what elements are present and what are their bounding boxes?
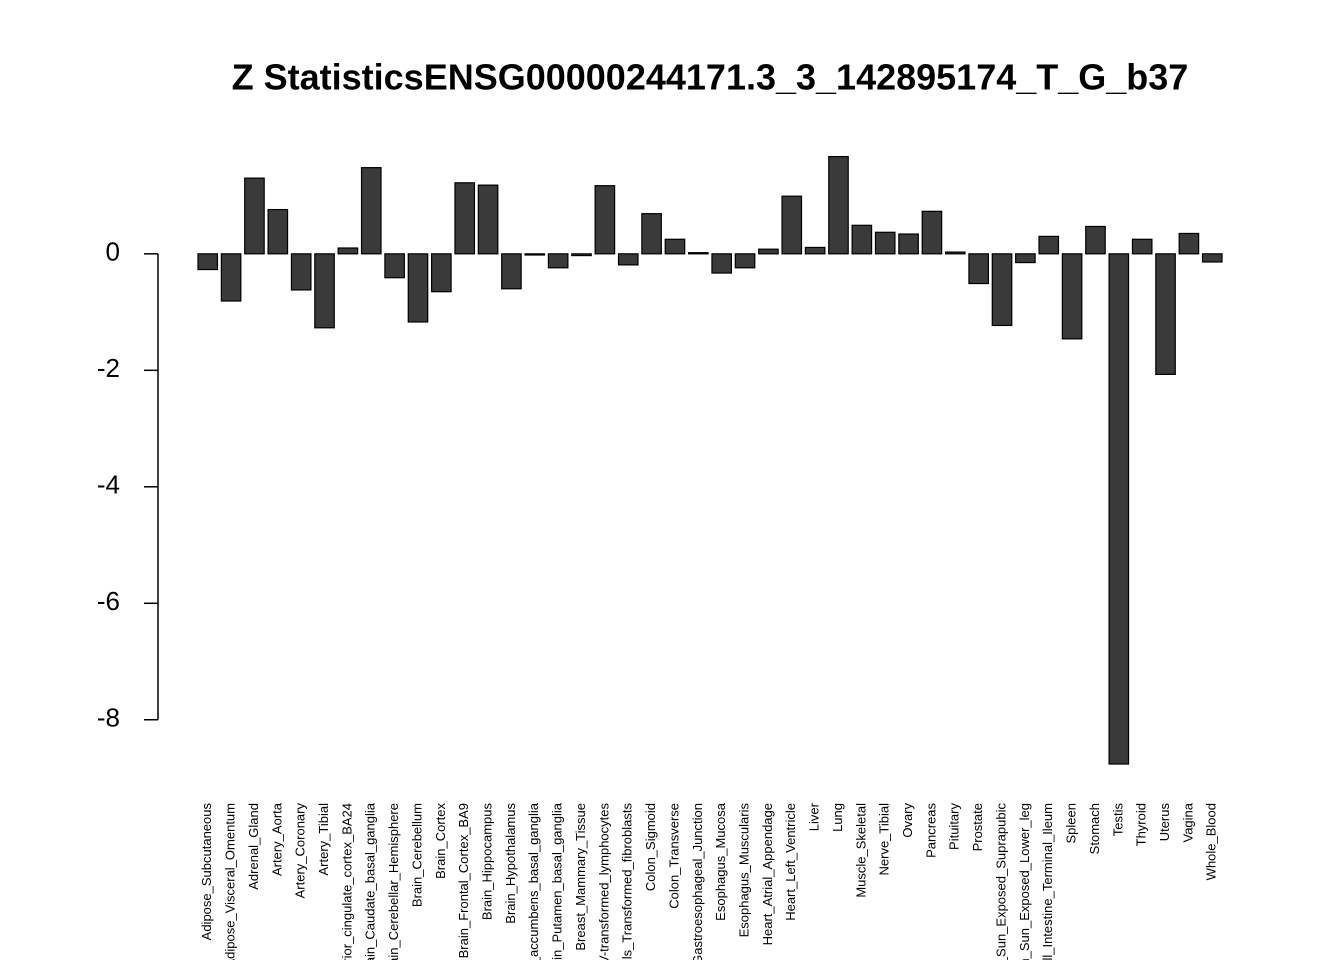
x-tick-label: Nerve_Tibial — [877, 803, 892, 876]
x-tick-label: Brain_Hippocampus — [480, 803, 495, 921]
bar — [477, 184, 499, 255]
bar — [921, 210, 943, 255]
x-tick-label: Cells_Transformed_fibroblasts — [620, 803, 635, 960]
bar — [874, 231, 896, 255]
bar — [758, 248, 779, 255]
bar — [267, 208, 289, 255]
x-tick-label: Brain_Frontal_Cortex_BA9 — [456, 803, 471, 958]
x-tick-label: Brain_Putamen_basal_ganglia — [550, 802, 565, 960]
bar — [1178, 232, 1200, 255]
bar — [617, 253, 639, 266]
x-tick-label: Uterus — [1157, 803, 1172, 842]
x-tick-label: Spleen — [1064, 803, 1079, 843]
x-tick-label: Esophagus_Mucosa — [713, 802, 728, 921]
x-tick-label: Adipose_Visceral_Omentum — [223, 803, 238, 960]
x-tick-label: Muscle_Skeletal — [853, 803, 868, 898]
x-tick-label: Esophagus_Muscularis — [736, 803, 751, 938]
bar — [1131, 238, 1153, 255]
bar — [664, 238, 686, 255]
x-tick-label: Pituitary — [947, 803, 962, 850]
x-tick-label: Ovary — [900, 803, 915, 838]
x-tick-label: Whole_Blood — [1204, 803, 1219, 880]
bar — [711, 253, 733, 274]
bar — [734, 253, 756, 269]
x-tick-label: Small_Intestine_Terminal_Ileum — [1040, 803, 1055, 960]
x-tick-label: Skin_Sun_Exposed_Lower_leg — [1017, 803, 1032, 960]
x-tick-label: Artery_Aorta — [269, 802, 284, 876]
bar — [1015, 253, 1036, 264]
bar — [197, 253, 219, 271]
x-tick-label: Thyroid — [1134, 803, 1149, 846]
bar — [290, 253, 312, 291]
y-tick-label: -6 — [97, 586, 120, 616]
bar — [851, 224, 873, 255]
x-tick-label: Prostate — [970, 803, 985, 851]
x-tick-label: Brain_Cortex — [433, 803, 448, 879]
bar — [1201, 253, 1223, 263]
x-tick-label: Adrenal_Gland — [246, 803, 261, 890]
x-tick-label: Pancreas — [923, 803, 938, 858]
chart-title: Z StatisticsENSG00000244171.3_3_14289517… — [232, 57, 1189, 98]
bar — [384, 253, 405, 279]
x-tick-label: Vagina — [1180, 802, 1195, 842]
x-tick-label: Breast_Mammary_Tissue — [573, 803, 588, 951]
y-tick-label: -2 — [97, 353, 120, 383]
x-tick-label: Testis — [1110, 803, 1125, 837]
x-tick-label: Brain_Anterior_cingulate_cortex_BA24 — [339, 803, 354, 960]
bar — [1085, 225, 1106, 255]
x-tick-label: Colon_Sigmoid — [643, 803, 658, 891]
bar — [991, 253, 1013, 327]
bar — [360, 167, 382, 255]
bar — [968, 253, 989, 285]
x-tick-label: Skin_Not_Sun_Exposed_Suprapubic — [993, 803, 1008, 960]
x-tick-label: Brain_Hypothalamus — [503, 803, 518, 924]
bar — [1155, 253, 1176, 375]
x-tick-label: Stomach — [1087, 803, 1102, 854]
bar — [687, 252, 709, 255]
x-tick-label: Heart_Atrial_Appendage — [760, 803, 775, 945]
x-tick-label: Brain_Caudate_basal_ganglia — [363, 802, 378, 960]
y-tick-label: -8 — [97, 703, 120, 733]
x-tick-label: Brain_Nucleus_accumbens_basal_ganglia — [526, 802, 541, 960]
x-tick-label: Adipose_Subcutaneous — [199, 803, 214, 941]
bar — [641, 213, 662, 255]
x-tick-label: Heart_Left_Ventricle — [783, 803, 798, 921]
bar — [828, 155, 849, 255]
bar — [804, 246, 826, 255]
bar — [220, 253, 242, 302]
bar — [1061, 253, 1083, 340]
x-tick-label: Esophagus_Gastroesophageal_Junction — [690, 803, 705, 960]
x-tick-label: Artery_Coronary — [293, 803, 308, 899]
bar — [501, 253, 522, 290]
bar — [1108, 253, 1130, 765]
bar — [244, 177, 265, 255]
x-tick-label: Brain_Cerebellar_Hemisphere — [386, 803, 401, 960]
bar — [547, 253, 569, 269]
bar — [314, 253, 335, 329]
x-tick-label: Liver — [807, 802, 822, 831]
bar — [454, 182, 476, 255]
bar — [594, 185, 616, 255]
x-tick-label: Artery_Tibial — [316, 803, 331, 876]
bar — [431, 253, 452, 293]
x-tick-label: Colon_Transverse — [666, 803, 681, 909]
bar — [944, 251, 966, 255]
bar — [407, 253, 429, 323]
y-tick-label: -4 — [97, 470, 120, 500]
x-tick-label: Brain_Cerebellum — [409, 803, 424, 907]
bar — [337, 247, 359, 255]
bar — [898, 233, 919, 255]
y-tick-label: 0 — [106, 237, 120, 267]
bar — [781, 195, 803, 255]
x-tick-label: Cells_EBV-transformed_lymphocytes — [596, 803, 611, 960]
x-tick-label: Lung — [830, 803, 845, 832]
bar — [571, 253, 592, 257]
bar — [1038, 235, 1060, 255]
bar — [524, 253, 546, 256]
